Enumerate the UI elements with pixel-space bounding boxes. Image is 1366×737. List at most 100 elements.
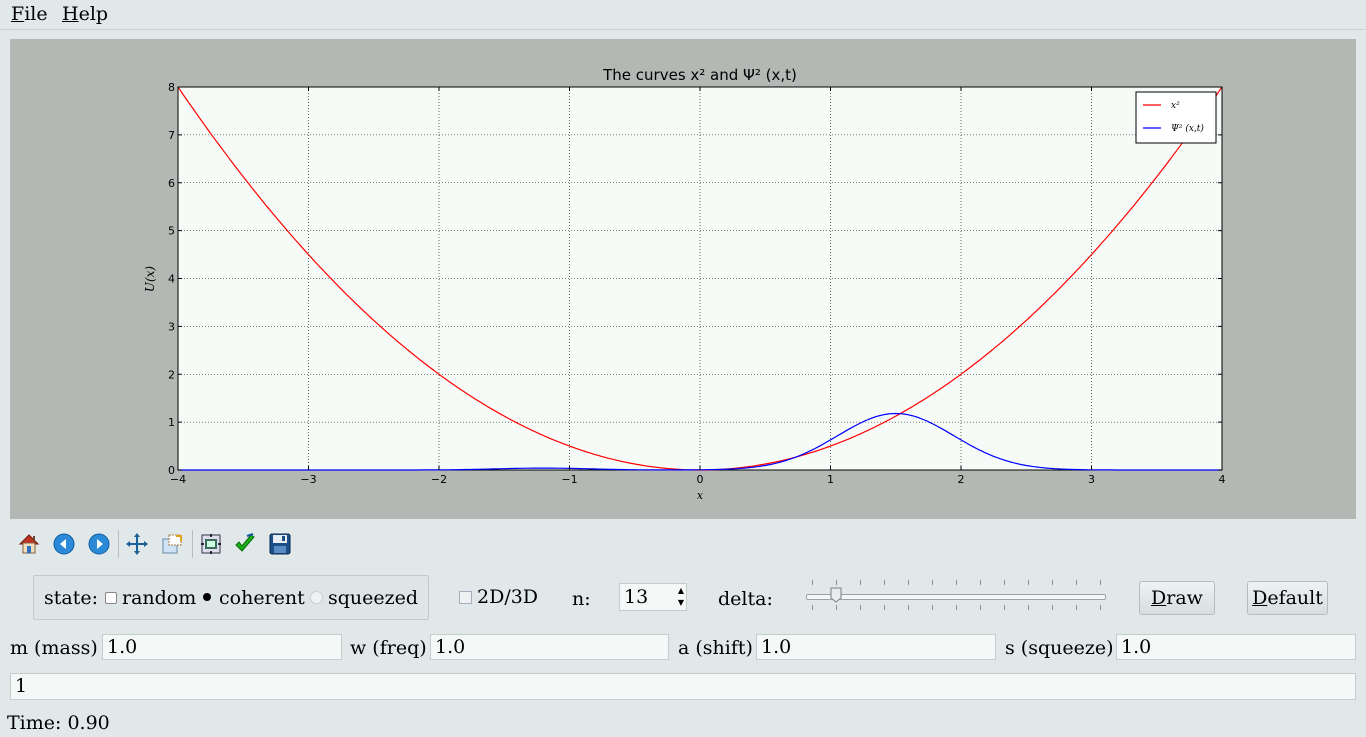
slider-tick (836, 605, 837, 610)
slider-tick (884, 580, 885, 585)
state-label: state: (44, 587, 98, 609)
configure-subplots-icon[interactable] (196, 528, 226, 560)
y-tick-label: 6 (168, 177, 175, 190)
shift-label: a (shift) (678, 637, 753, 659)
toggle-3d-checkbox[interactable] (459, 591, 472, 604)
slider-tick (812, 605, 813, 610)
freq-label: w (freq) (350, 637, 427, 659)
n-label: n: (572, 588, 591, 610)
slider-tick (980, 605, 981, 610)
state-random-radio[interactable] (105, 592, 117, 604)
slider-tick (932, 580, 933, 585)
draw-button[interactable]: Draw (1139, 581, 1215, 615)
figure-canvas[interactable]: −4 −3 −2 −1 0 1 2 3 4 0 1 2 3 4 5 6 7 8 The curves x² and… (10, 39, 1356, 519)
state-coherent-radio[interactable] (203, 593, 211, 601)
slider-tick (908, 605, 909, 610)
menu-help[interactable]: Help (62, 3, 108, 25)
slider-tick (836, 580, 837, 585)
x-tick-label: 1 (827, 473, 834, 486)
ticks-group: −4 −3 −2 −1 0 1 2 3 4 0 1 2 3 4 5 6 7 8 (168, 81, 1226, 486)
y-tick-label: 3 (168, 320, 175, 333)
spin-up-icon[interactable]: ▲ (677, 586, 684, 595)
legend: x² Ψ² (x,t) (1135, 91, 1217, 144)
shift-input[interactable]: 1.0 (756, 634, 996, 660)
slider-tick (1028, 580, 1029, 585)
n-spinbox[interactable]: 13 ▲ ▼ (619, 583, 687, 611)
y-tick-label: 7 (168, 129, 175, 142)
menu-file-label: File (11, 3, 48, 25)
mass-label: m (mass) (10, 637, 98, 659)
state-coherent-label[interactable]: coherent (219, 587, 305, 609)
menu-help-label: Help (62, 3, 109, 25)
slider-tick (1076, 605, 1077, 610)
save-icon[interactable] (265, 528, 295, 560)
x-tick-label: 0 (697, 473, 704, 486)
slider-tick (812, 580, 813, 585)
menu-bar: File Help (0, 0, 1366, 30)
legend-label-x2: x² (1171, 101, 1180, 111)
slider-tick (908, 580, 909, 585)
y-tick-label: 1 (168, 416, 175, 429)
slider-tick (932, 605, 933, 610)
slider-tick (1052, 580, 1053, 585)
x-tick-label: 3 (1088, 473, 1095, 486)
time-status: Time: 0.90 (7, 712, 110, 734)
x-axis-label: x (697, 489, 704, 502)
pan-icon[interactable] (122, 528, 152, 560)
legend-box (1135, 91, 1217, 144)
slider-tick (884, 605, 885, 610)
plot-toolbar (14, 528, 314, 562)
slider-tick (1100, 605, 1101, 610)
state-squeezed-radio[interactable] (310, 591, 323, 604)
squeeze-input[interactable]: 1.0 (1116, 634, 1356, 660)
y-tick-label: 4 (168, 273, 175, 286)
slider-tick (1052, 605, 1053, 610)
slider-tick (1004, 605, 1005, 610)
slider-tick (860, 605, 861, 610)
expression-input[interactable]: 1 (10, 673, 1356, 700)
grid (178, 87, 1222, 470)
slider-tick (1004, 580, 1005, 585)
slider-tick (1100, 580, 1101, 585)
state-group: state: random coherent squeezed (33, 575, 429, 620)
draw-button-label: Draw (1151, 587, 1203, 609)
n-value: 13 (624, 586, 649, 608)
x-tick-label: 2 (958, 473, 965, 486)
x-tick-label: −3 (300, 473, 316, 486)
slider-tick (980, 580, 981, 585)
plot-svg: −4 −3 −2 −1 0 1 2 3 4 0 1 2 3 4 5 6 7 8 The curves x² and… (143, 66, 1226, 502)
slider-tick (1028, 605, 1029, 610)
chart-title: The curves x² and Ψ² (x,t) (602, 66, 797, 84)
legend-label-psi2: Ψ² (x,t) (1171, 123, 1204, 134)
default-button[interactable]: Default (1247, 581, 1328, 615)
default-button-label: Default (1252, 587, 1323, 609)
x-tick-label: 4 (1219, 473, 1226, 486)
toggle-3d-label[interactable]: 2D/3D (477, 586, 539, 608)
slider-tick (860, 580, 861, 585)
x-tick-label: −2 (431, 473, 447, 486)
home-icon[interactable] (14, 528, 44, 560)
y-axis-label: U(x) (143, 266, 157, 293)
slider-tick (1076, 580, 1077, 585)
state-squeezed-label[interactable]: squeezed (328, 587, 419, 609)
menu-file[interactable]: File (11, 3, 48, 25)
spin-down-icon[interactable]: ▼ (677, 598, 684, 607)
delta-slider-handle[interactable] (830, 587, 842, 603)
edit-checkmark-icon[interactable] (230, 528, 260, 560)
delta-label: delta: (718, 588, 773, 610)
zoom-icon[interactable] (157, 528, 187, 560)
freq-input[interactable]: 1.0 (430, 634, 669, 660)
forward-arrow-icon[interactable] (84, 528, 114, 560)
state-random-label[interactable]: random (122, 587, 197, 609)
mass-input[interactable]: 1.0 (102, 634, 342, 660)
back-arrow-icon[interactable] (49, 528, 79, 560)
x-tick-label: −1 (561, 473, 577, 486)
x-tick-label: −4 (170, 473, 186, 486)
slider-tick (956, 605, 957, 610)
y-tick-label: 8 (168, 81, 175, 94)
y-tick-label: 2 (168, 368, 175, 381)
slider-tick (956, 580, 957, 585)
delta-slider-track[interactable] (806, 594, 1106, 600)
squeeze-label: s (squeeze) (1005, 637, 1114, 659)
y-tick-label: 0 (168, 464, 175, 477)
